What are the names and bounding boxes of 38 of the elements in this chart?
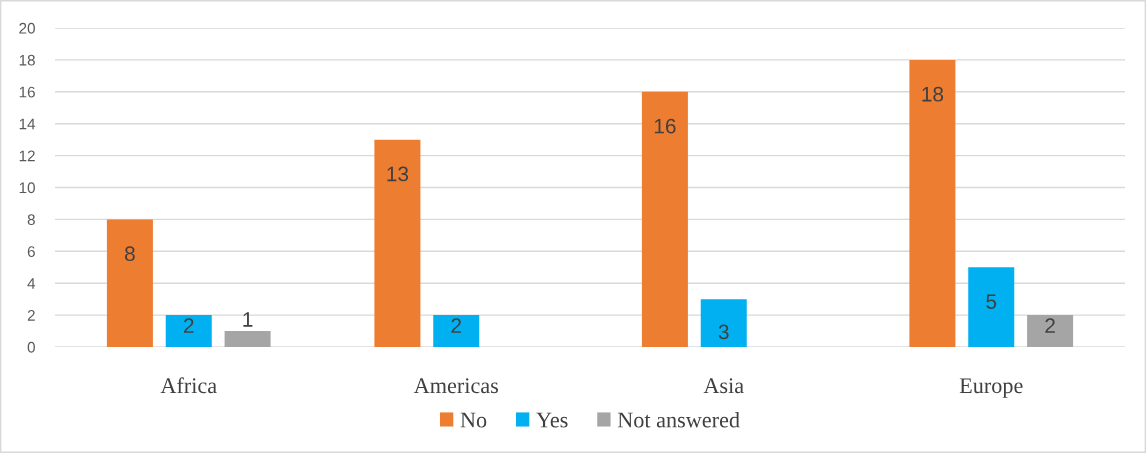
x-tick-label: Asia [703,378,744,394]
data-label: 2 [451,318,461,333]
bar [1027,315,1074,347]
y-tick-label: 4 [27,278,36,289]
bar [909,59,956,347]
x-tick-label: Africa [160,377,217,394]
data-label: 8 [125,246,135,262]
y-tick-label: 14 [19,118,36,130]
bar [968,267,1015,347]
y-tick-label: 8 [27,214,35,226]
x-tick-label: Americas [413,378,499,394]
legend-label: Not answered [617,411,740,428]
bar [106,219,153,347]
data-label: 16 [654,118,676,134]
legend-label: Yes [536,412,568,428]
data-label: 5 [986,294,997,309]
bar [165,315,212,347]
data-label: 1 [243,312,253,327]
y-tick-label: 0 [27,341,35,353]
y-tick-label: 12 [19,150,35,162]
y-tick-label: 6 [27,246,35,257]
y-tick-label: 20 [19,22,35,34]
data-label: 2 [184,318,194,333]
data-label: 18 [922,86,944,102]
data-label: 2 [1045,318,1055,333]
y-tick-label: 2 [27,309,35,321]
bar [224,331,271,347]
bar [700,299,747,347]
data-label: 3 [718,324,729,340]
y-tick-label: 10 [19,182,35,194]
bar [641,91,688,347]
bar [374,139,421,347]
data-label: 13 [387,166,409,182]
legend-label: No [460,412,487,428]
x-tick-label: Europe [959,378,1023,398]
bar [433,315,480,347]
y-tick-label: 16 [19,86,35,98]
y-tick-label: 18 [19,54,35,66]
